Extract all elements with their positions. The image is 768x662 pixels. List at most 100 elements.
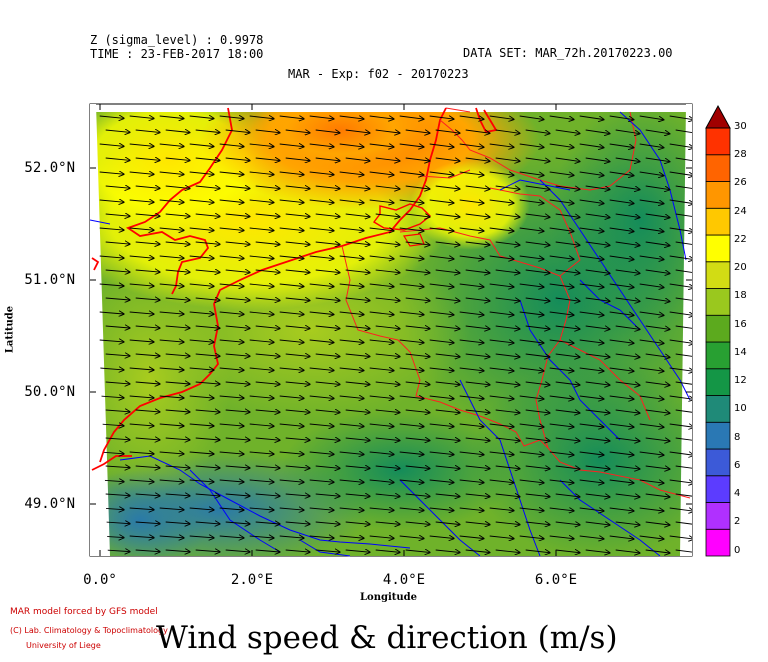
wind-arrow [639,480,664,483]
wind-arrow [255,438,280,440]
wind-arrow [339,368,364,371]
wind-arrow [519,424,544,427]
wind-arrow [555,297,580,301]
axis-ticks [90,104,692,556]
wind-arrow [159,312,184,314]
wind-arrow [309,228,334,231]
wind-arrow [459,536,484,539]
figure-title: Wind speed & direction (m/s) [156,620,618,656]
wind-arrow [255,326,280,328]
wind-arrow [399,228,424,231]
wind-arrow [249,424,274,426]
wind-arrow [285,242,310,245]
wind-arrow [615,438,640,441]
wind-arrow [549,508,574,511]
wind-arrow [255,522,280,524]
wind-arrow [279,172,304,175]
wind-arrow [99,228,124,230]
wind-arrow [279,368,304,370]
wind-arrow [489,340,514,343]
wind-arrow [519,199,544,203]
wind-arrow [225,466,250,468]
wind-arrow [189,256,214,258]
estuary [372,203,432,231]
wind-arrow [549,368,574,371]
wind-arrow [405,186,430,189]
wind-arrow [315,298,340,301]
wind-arrow [375,242,400,245]
wind-arrow [519,480,544,483]
wind-arrow [435,466,460,469]
wind-arrow [129,200,154,202]
wind-arrow [459,368,484,371]
wind-arrow [465,270,490,273]
wind-arrow [225,214,250,217]
wind-arrow [219,200,244,203]
wind-arrow [405,326,430,329]
wind-arrow [495,438,520,441]
colorbar-box [705,502,731,530]
wind-arrow [609,199,634,203]
wind-arrow [435,270,460,273]
wind-arrow [489,424,514,427]
wind-arrow [369,340,394,343]
wind-arrow [489,368,514,371]
wind-arrow [675,353,692,358]
xtick-label: 4.0°E [382,572,426,588]
wind-arrow [495,214,520,217]
wind-arrow [639,199,664,204]
wind-arrow [429,228,454,231]
wind-arrow [165,298,190,300]
wind-arrow [285,298,310,301]
wind-arrow [645,466,670,469]
wind-arrow [225,158,250,161]
wind-arrow [135,298,160,300]
wind-arrow [309,424,334,426]
colorbar-label: 20 [734,262,747,273]
wind-arrow [159,228,184,230]
wind-arrow [219,340,244,342]
wind-arrow [165,242,190,244]
wind-arrow [585,185,610,189]
wind-arrow [675,521,692,526]
wind-arrow [369,424,394,427]
wind-arrow [255,242,280,245]
wind-arrow [129,424,154,426]
wind-arrow [339,340,364,343]
wind-arrow [669,395,692,399]
colorbar-label: 12 [734,375,747,386]
wind-arrow [489,256,514,259]
wind-arrow [369,312,394,315]
wind-arrow [555,269,580,273]
wind-arrow [675,213,692,219]
wind-arrow [135,214,160,216]
wind-arrow [675,437,692,442]
wind-arrow [195,410,220,412]
colorbar-box [705,234,731,263]
wind-arrow [525,438,550,441]
xtick-label: 6.0°E [534,572,578,588]
wind-arrow [189,340,214,342]
wind-arrow [675,129,692,135]
wind-arrow [165,158,190,160]
wind-arrow [249,480,274,482]
wind-arrow [219,172,244,175]
wind-arrow [645,185,670,190]
wind-arrow [615,353,640,357]
wind-arrow [675,465,692,470]
wind-arrow [315,270,340,273]
ytick-label: 50.0°N [24,384,75,400]
wind-arrow [579,480,604,483]
land-borders [341,107,691,499]
wind-arrow [249,116,274,119]
wind-arrow [315,158,340,161]
wind-arrow [435,354,460,357]
wind-arrow [255,494,280,496]
wind-arrow [285,270,310,273]
wind-arrow [609,424,634,427]
wind-arrow [369,452,394,454]
wind-arrow [339,452,364,454]
wind-arrow [135,550,160,552]
wind-arrow [519,115,544,119]
